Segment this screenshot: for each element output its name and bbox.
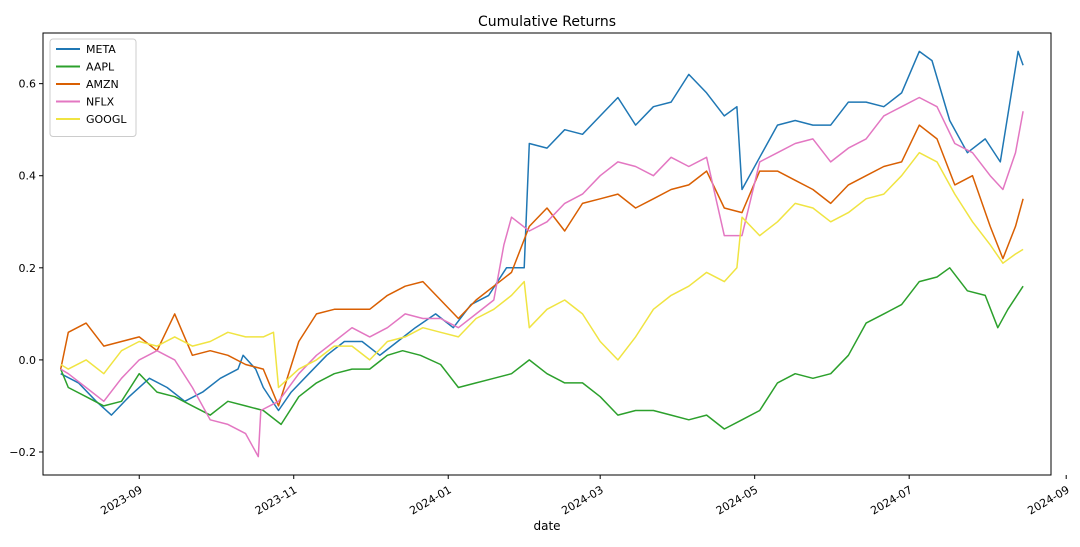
- y-tick-label: 0.6: [19, 78, 37, 91]
- y-axis: −0.2 0.0 0.2 0.4 0.6: [9, 78, 43, 459]
- legend: META AAPL AMZN NFLX GOOGL: [49, 38, 137, 137]
- plot-area: [59, 50, 1024, 458]
- x-tick-label: 2024-03: [559, 483, 605, 517]
- x-tick-label: 2024-07: [868, 483, 914, 517]
- x-tick-label: 2024-09: [1025, 483, 1071, 517]
- legend-label-meta: META: [86, 43, 116, 56]
- series-line-amzn: [59, 124, 1024, 407]
- legend-label-aapl: AAPL: [86, 61, 115, 74]
- y-tick-label: −0.2: [9, 446, 36, 459]
- x-tick-label: 2024-01: [407, 483, 453, 517]
- series-line-nflx: [60, 96, 1024, 458]
- y-tick-label: 0.4: [19, 170, 37, 183]
- legend-label-amzn: AMZN: [86, 78, 119, 91]
- series-line-aapl: [60, 267, 1024, 430]
- x-axis-label: date: [533, 519, 560, 533]
- series-line-googl: [60, 151, 1024, 389]
- x-axis: 2023-09 2023-11 2024-01 2024-03 2024-05 2024-…: [98, 475, 1072, 518]
- y-tick-label: 0.2: [19, 262, 37, 275]
- plot-frame: [42, 32, 1052, 476]
- series-line-meta: [60, 50, 1024, 416]
- y-tick-label: 0.0: [19, 354, 37, 367]
- x-tick-label: 2023-11: [253, 483, 299, 517]
- legend-box: [49, 38, 137, 137]
- x-tick-label: 2024-05: [714, 483, 760, 517]
- legend-label-nflx: NFLX: [86, 96, 115, 109]
- chart-title: Cumulative Returns: [478, 14, 616, 30]
- x-tick-label: 2023-09: [98, 483, 144, 517]
- legend-label-googl: GOOGL: [86, 113, 127, 126]
